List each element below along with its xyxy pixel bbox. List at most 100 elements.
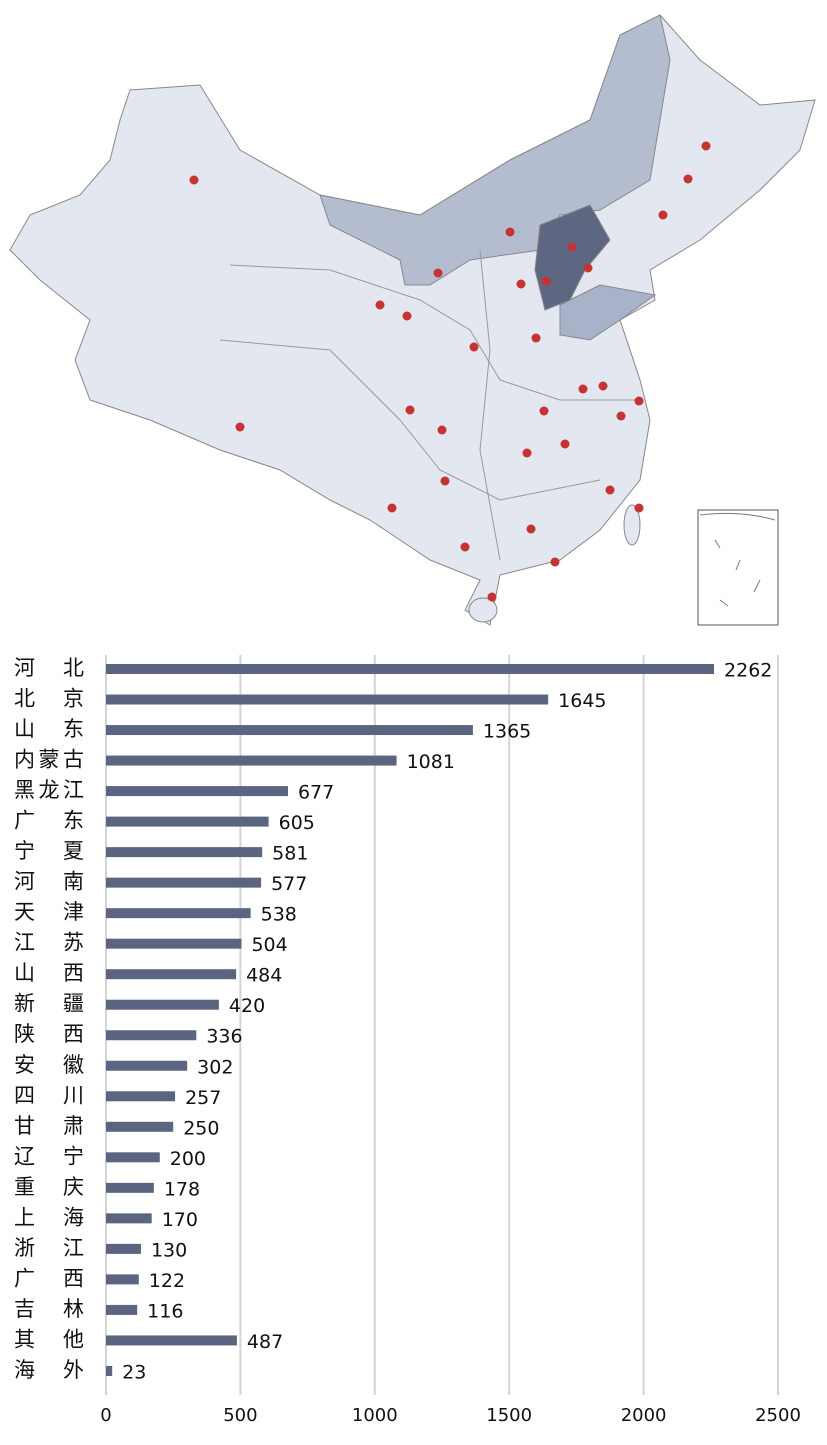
map-dot [387,503,397,513]
map-island [623,504,641,546]
category-label: 上 海 [14,1205,84,1229]
category-label: 广 西 [14,1266,84,1290]
map-dot [605,485,615,495]
bar [106,999,219,1010]
map-border [479,249,501,561]
category-label: 江 苏 [14,931,84,955]
value-label: 484 [246,965,282,987]
bar [106,755,397,766]
map-region [319,14,671,286]
map-dot [433,268,443,278]
category-label: 重 庆 [14,1175,84,1199]
map-dot [531,333,541,343]
bar [106,1121,174,1132]
value-label: 538 [261,904,297,926]
map-region [559,284,657,341]
bar [106,1243,141,1254]
x-tick-label: 0 [100,1405,111,1426]
map-dot [634,503,644,513]
x-tick-label: 2000 [621,1405,667,1426]
map-dot [634,396,644,406]
map-dot [616,411,626,421]
bar [106,725,473,736]
bar [106,847,263,858]
category-label: 海 外 [14,1358,84,1382]
bar [106,1213,152,1224]
x-tick-label: 1500 [486,1405,532,1426]
value-label: 336 [206,1026,242,1048]
value-label: 1645 [558,690,606,712]
map-inset-shore [699,512,776,607]
map-dot [440,476,450,486]
value-label: 178 [164,1178,200,1200]
map-dot [541,276,551,286]
map-dot [516,279,526,289]
bar [106,664,715,674]
x-tick-label: 2500 [755,1405,801,1426]
bar-chart: 0 500 1000 1500 2000 2500 河 北 2262 北 京 1645 山 东 136… [14,655,801,1426]
map-dot [375,300,385,310]
category-label: 天 津 [14,900,84,924]
value-label: 257 [185,1087,221,1109]
map-dot [583,263,593,273]
value-label: 677 [298,782,334,804]
map-dot [460,542,470,552]
value-label: 122 [149,1270,185,1292]
category-label: 北 京 [14,687,84,711]
bar [106,1030,197,1041]
category-label: 宁 夏 [14,839,84,863]
value-label: 1365 [483,721,531,743]
bar [106,1182,154,1193]
value-label: 2262 [724,660,772,682]
bar [106,1335,237,1346]
map-dot [539,406,549,416]
value-label: 577 [271,873,307,895]
bar [106,877,262,888]
category-label: 陕 西 [14,1022,84,1046]
bar [106,816,269,827]
bar [106,1060,188,1071]
map-dot [701,141,711,151]
map-dot [550,557,560,567]
map-dot [189,175,199,185]
category-label: 广 东 [14,809,84,833]
value-label: 130 [151,1239,187,1261]
map-dot [567,242,577,252]
category-label: 其 他 [14,1327,84,1351]
map-border [229,264,640,401]
category-label: 河 北 [14,656,84,680]
bar [106,938,242,949]
map-dot [683,174,693,184]
value-label: 302 [197,1056,233,1078]
map-dot [469,342,479,352]
category-label: 浙 江 [14,1236,84,1260]
category-label: 黑龙江 [14,778,84,802]
value-label: 23 [122,1361,146,1383]
value-label: 581 [272,843,308,865]
map-region [534,204,611,311]
value-label: 605 [279,812,315,834]
value-label: 116 [147,1300,183,1322]
category-label: 河 南 [14,870,84,894]
map-dot [578,384,588,394]
map-dot [437,425,447,435]
value-label: 170 [162,1209,198,1231]
bar [106,694,549,705]
bar [106,1304,138,1315]
category-label: 甘 肃 [14,1114,84,1138]
map-dot [402,311,412,321]
map-dot [505,227,515,237]
map-dot [598,381,608,391]
map-dot [235,422,245,432]
map-dot [522,448,532,458]
bar [106,1152,160,1163]
value-label: 250 [183,1117,219,1139]
category-label: 吉 林 [14,1297,84,1321]
map-dot [560,439,570,449]
bar [106,1365,113,1376]
category-label: 山 东 [14,717,84,741]
map-dot [526,524,536,534]
x-tick-label: 1000 [352,1405,398,1426]
bar [106,1274,139,1285]
